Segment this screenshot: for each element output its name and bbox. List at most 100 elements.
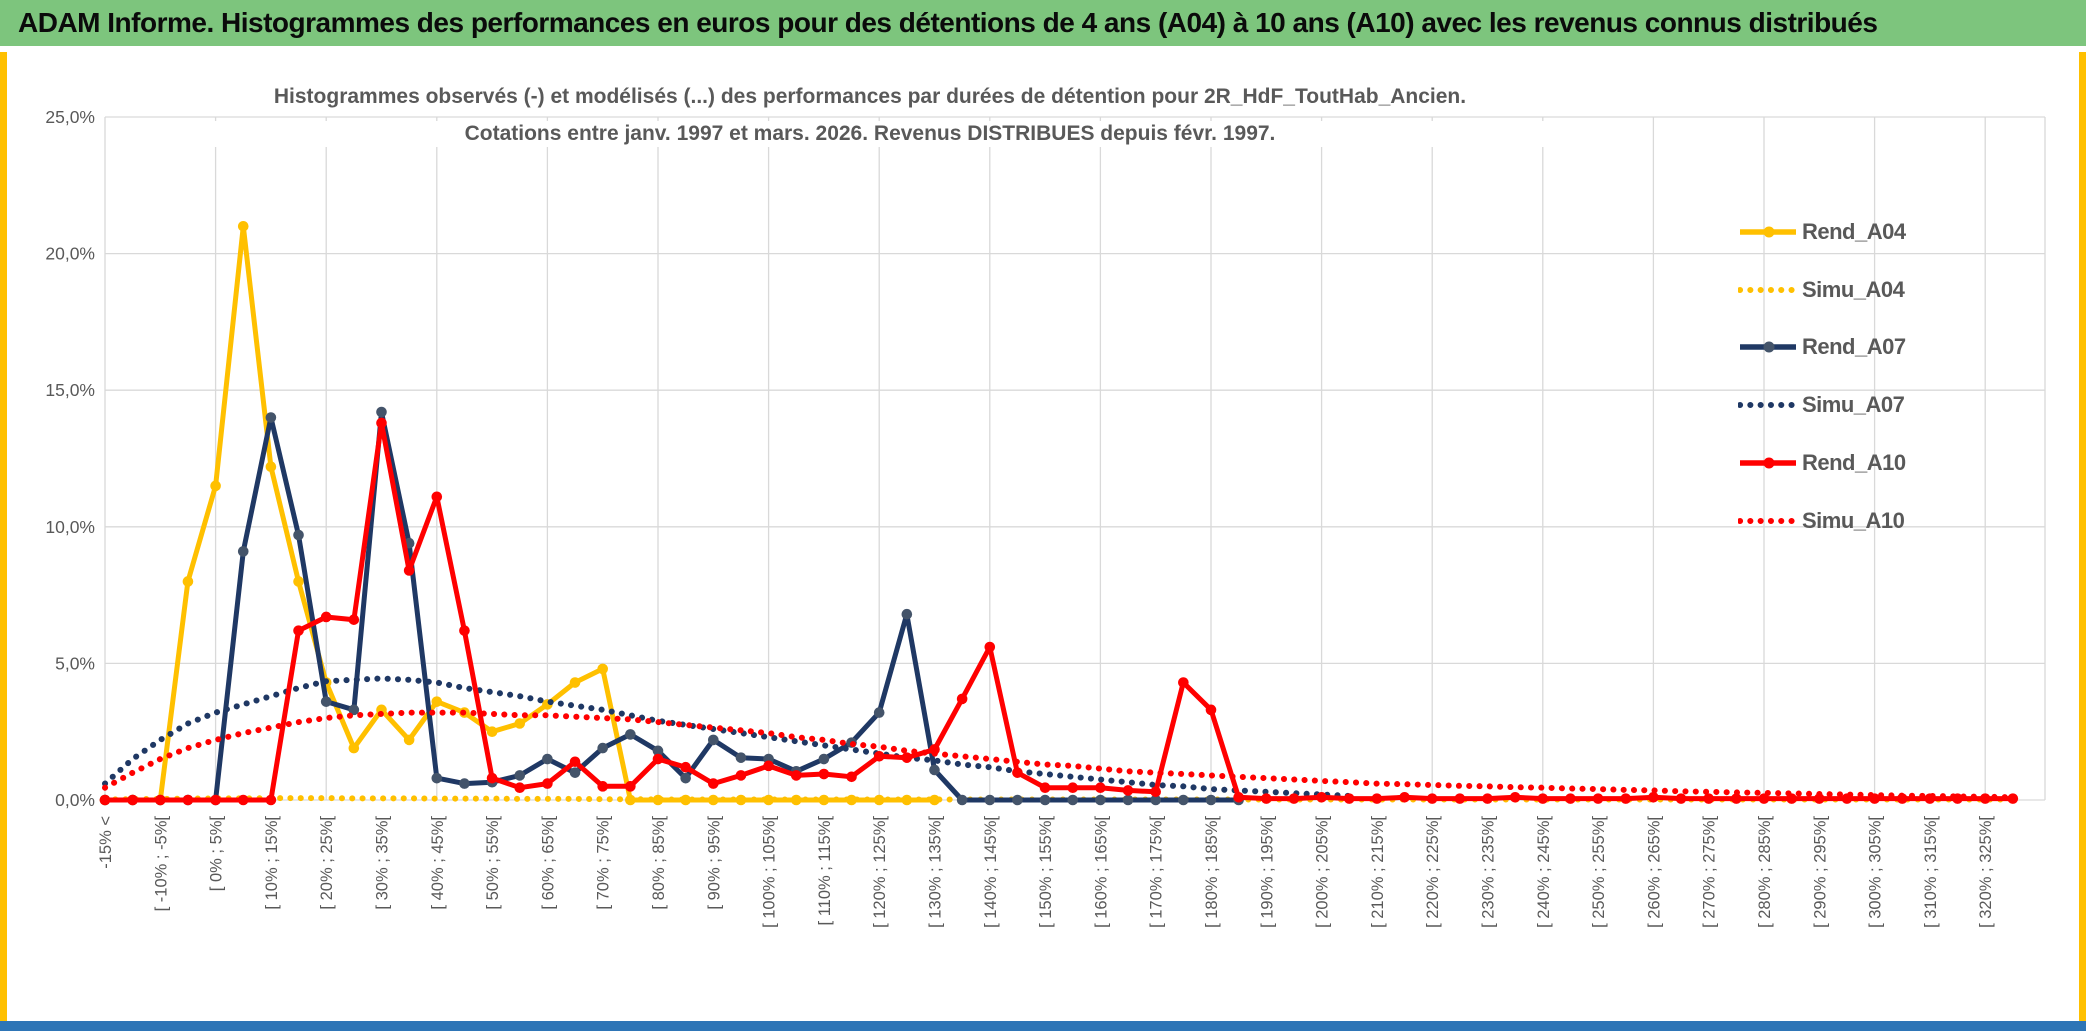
series-marker-Rend_A10[interactable] bbox=[1675, 793, 1687, 804]
series-marker-Rend_A07[interactable] bbox=[542, 753, 553, 765]
series-marker-Rend_A04[interactable] bbox=[348, 742, 360, 754]
series-marker-Rend_A07[interactable] bbox=[929, 764, 940, 776]
series-marker-Rend_A10[interactable] bbox=[1261, 793, 1272, 804]
series-marker-Rend_A10[interactable] bbox=[348, 614, 360, 625]
legend-item-simu-a07[interactable]: Simu_A07 bbox=[1737, 391, 1905, 419]
series-marker-Rend_A04[interactable] bbox=[514, 718, 526, 729]
legend-item-simu-a04[interactable]: Simu_A04 bbox=[1737, 276, 1905, 304]
series-marker-Rend_A10[interactable] bbox=[155, 794, 166, 806]
series-marker-Rend_A10[interactable] bbox=[2007, 793, 2019, 804]
series-marker-Rend_A07[interactable] bbox=[708, 734, 719, 746]
series-marker-Rend_A10[interactable] bbox=[431, 491, 443, 503]
series-marker-Rend_A04[interactable] bbox=[210, 480, 221, 492]
series-marker-Rend_A10[interactable] bbox=[569, 756, 581, 768]
series-marker-Rend_A10[interactable] bbox=[1288, 793, 1300, 804]
series-marker-Rend_A10[interactable] bbox=[1067, 782, 1079, 794]
series-marker-Rend_A10[interactable] bbox=[1758, 793, 1770, 804]
series-marker-Rend_A04[interactable] bbox=[431, 696, 443, 707]
series-marker-Rend_A10[interactable] bbox=[1426, 793, 1438, 804]
series-marker-Rend_A10[interactable] bbox=[1565, 793, 1576, 804]
series-marker-Rend_A10[interactable] bbox=[956, 693, 968, 705]
series-marker-Rend_A10[interactable] bbox=[237, 794, 249, 806]
series-marker-Rend_A07[interactable] bbox=[1039, 794, 1051, 806]
series-marker-Rend_A04[interactable] bbox=[237, 220, 249, 232]
series-marker-Rend_A07[interactable] bbox=[1095, 794, 1106, 806]
series-marker-Rend_A07[interactable] bbox=[293, 529, 304, 541]
series-marker-Rend_A07[interactable] bbox=[873, 707, 885, 718]
series-marker-Rend_A10[interactable] bbox=[1095, 782, 1106, 794]
series-marker-Rend_A04[interactable] bbox=[293, 576, 304, 587]
series-marker-Rend_A07[interactable] bbox=[597, 742, 608, 754]
series-marker-Rend_A10[interactable] bbox=[1399, 791, 1410, 803]
series-marker-Rend_A10[interactable] bbox=[265, 794, 277, 806]
series-marker-Rend_A10[interactable] bbox=[735, 770, 747, 781]
series-marker-Rend_A10[interactable] bbox=[790, 770, 802, 781]
series-marker-Rend_A10[interactable] bbox=[901, 752, 913, 763]
series-marker-Rend_A07[interactable] bbox=[1178, 794, 1189, 806]
series-marker-Rend_A10[interactable] bbox=[625, 781, 636, 792]
series-marker-Rend_A07[interactable] bbox=[901, 608, 913, 620]
series-marker-Rend_A10[interactable] bbox=[403, 565, 415, 576]
series-marker-Rend_A10[interactable] bbox=[1814, 793, 1825, 804]
series-marker-Rend_A04[interactable] bbox=[569, 677, 581, 688]
legend-item-rend-a10[interactable]: Rend_A10 bbox=[1738, 449, 1906, 477]
series-marker-Rend_A10[interactable] bbox=[1150, 786, 1161, 798]
series-marker-Rend_A10[interactable] bbox=[542, 778, 553, 789]
series-marker-Rend_A10[interactable] bbox=[1233, 791, 1244, 803]
series-marker-Rend_A10[interactable] bbox=[763, 760, 774, 772]
series-marker-Rend_A10[interactable] bbox=[846, 771, 857, 783]
series-marker-Rend_A07[interactable] bbox=[459, 778, 470, 789]
series-marker-Rend_A10[interactable] bbox=[1039, 782, 1051, 794]
series-marker-Rend_A07[interactable] bbox=[735, 752, 747, 763]
series-marker-Rend_A10[interactable] bbox=[1205, 704, 1217, 716]
legend-item-simu-a10[interactable]: Simu_A10 bbox=[1737, 507, 1905, 535]
series-marker-Rend_A07[interactable] bbox=[569, 767, 581, 778]
series-marker-Rend_A04[interactable] bbox=[403, 734, 415, 746]
series-marker-Rend_A10[interactable] bbox=[127, 794, 138, 806]
series-marker-Rend_A10[interactable] bbox=[708, 778, 719, 789]
series-marker-Rend_A10[interactable] bbox=[210, 794, 221, 806]
series-marker-Rend_A07[interactable] bbox=[320, 696, 332, 707]
series-marker-Rend_A10[interactable] bbox=[514, 782, 526, 794]
series-marker-Rend_A10[interactable] bbox=[459, 625, 470, 636]
series-line-Rend_A07[interactable] bbox=[105, 409, 1239, 803]
series-marker-Rend_A10[interactable] bbox=[1178, 677, 1189, 688]
series-marker-Rend_A10[interactable] bbox=[597, 781, 608, 792]
series-marker-Rend_A07[interactable] bbox=[431, 772, 443, 784]
series-marker-Rend_A10[interactable] bbox=[1012, 767, 1023, 778]
series-marker-Rend_A07[interactable] bbox=[1150, 794, 1161, 806]
series-marker-Rend_A10[interactable] bbox=[1316, 791, 1327, 803]
series-marker-Rend_A07[interactable] bbox=[265, 412, 277, 423]
series-marker-Rend_A10[interactable] bbox=[1648, 791, 1659, 803]
series-marker-Rend_A07[interactable] bbox=[680, 772, 691, 784]
series-marker-Rend_A04[interactable] bbox=[265, 461, 277, 472]
series-line-Simu_A10[interactable] bbox=[102, 709, 2016, 801]
series-marker-Rend_A10[interactable] bbox=[293, 625, 304, 636]
series-marker-Rend_A10[interactable] bbox=[1620, 793, 1632, 804]
series-marker-Rend_A10[interactable] bbox=[1731, 793, 1742, 804]
series-marker-Rend_A10[interactable] bbox=[1482, 793, 1493, 804]
series-marker-Rend_A07[interactable] bbox=[376, 406, 387, 418]
series-marker-Rend_A10[interactable] bbox=[1454, 793, 1466, 804]
series-marker-Rend_A07[interactable] bbox=[956, 794, 968, 806]
series-marker-Rend_A10[interactable] bbox=[1509, 791, 1521, 803]
series-marker-Rend_A10[interactable] bbox=[652, 753, 664, 765]
series-marker-Rend_A10[interactable] bbox=[182, 794, 194, 806]
series-line-Simu_A07[interactable] bbox=[102, 675, 1353, 799]
series-marker-Rend_A07[interactable] bbox=[348, 704, 360, 716]
series-marker-Rend_A10[interactable] bbox=[320, 611, 332, 623]
series-marker-Rend_A10[interactable] bbox=[376, 417, 387, 429]
series-marker-Rend_A10[interactable] bbox=[680, 761, 691, 773]
series-marker-Rend_A07[interactable] bbox=[1122, 794, 1134, 806]
series-marker-Rend_A10[interactable] bbox=[818, 768, 830, 780]
series-marker-Rend_A04[interactable] bbox=[486, 726, 498, 737]
series-marker-Rend_A07[interactable] bbox=[625, 729, 636, 740]
series-marker-Rend_A04[interactable] bbox=[597, 663, 608, 675]
series-marker-Rend_A04[interactable] bbox=[182, 576, 194, 587]
performance-histogram-chart[interactable]: 0,0% 5,0% 10,0% 15,0% 20,0% 25,0% -15% < [ -10%… bbox=[7, 52, 2079, 1021]
series-marker-Rend_A10[interactable] bbox=[1537, 793, 1549, 804]
series-marker-Rend_A10[interactable] bbox=[1343, 793, 1355, 804]
series-marker-Rend_A07[interactable] bbox=[237, 546, 249, 557]
series-line-Rend_A10[interactable] bbox=[105, 420, 2013, 803]
series-marker-Rend_A04[interactable] bbox=[929, 794, 940, 806]
